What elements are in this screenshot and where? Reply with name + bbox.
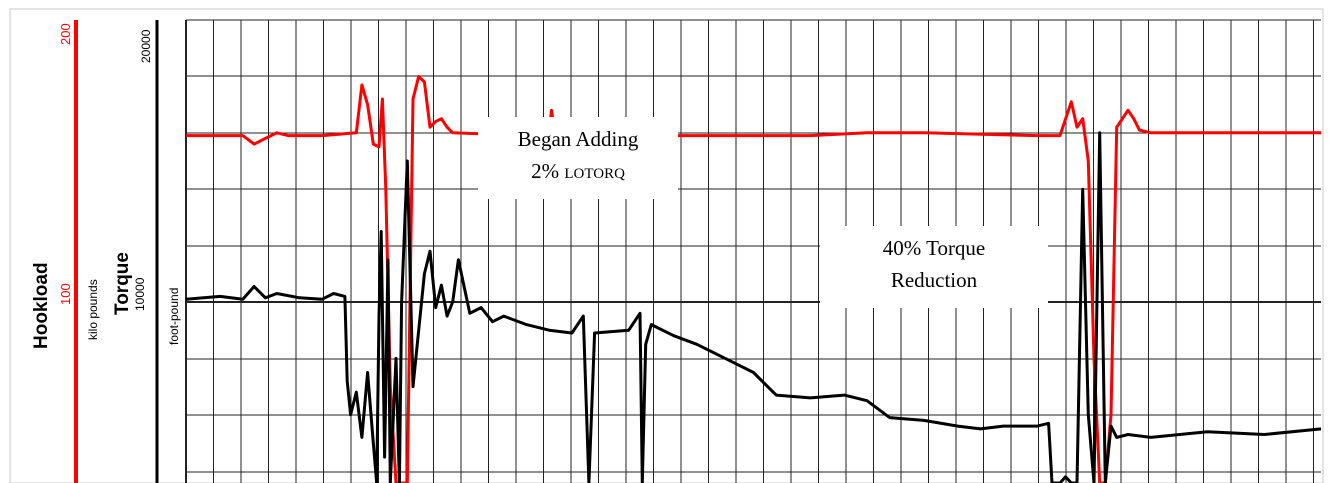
torque-reduction-annotation: 40% Torque Reduction <box>820 226 1048 308</box>
hookload-scale-mid: 100 <box>58 283 73 305</box>
torque-reduction-line2: Reduction <box>890 268 978 292</box>
torque-scale-top: 20000 <box>139 29 153 63</box>
torque-unit-label: foot-pound <box>167 288 181 345</box>
lotorq-annotation: Began Adding 2% LOTORQ <box>478 117 678 199</box>
torque-series-line <box>185 131 1322 483</box>
lotorq-annotation-line1: Began Adding <box>517 127 639 151</box>
hookload-unit-label: kilo pounds <box>86 279 100 340</box>
torque-reduction-line1: 40% Torque <box>882 236 986 260</box>
hookload-scale-top: 200 <box>58 23 73 45</box>
lotorq-annotation-line2: 2% LOTORQ <box>531 159 625 183</box>
torque-scale-mid: 10000 <box>133 277 147 311</box>
hookload-track-title: Hookload <box>31 262 52 349</box>
torque-track-title: Torque <box>112 252 133 315</box>
